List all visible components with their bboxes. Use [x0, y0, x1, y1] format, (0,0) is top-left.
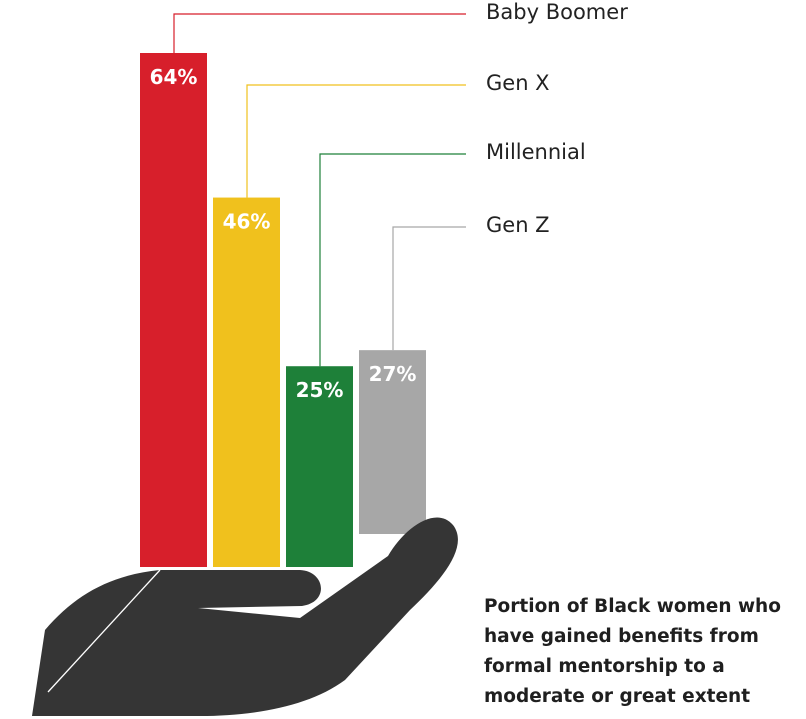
- value-labels: 64% 46% 25% 27%: [150, 65, 417, 402]
- legend-label-millennial: Millennial: [486, 140, 586, 164]
- bar-millennial: [286, 366, 353, 567]
- value-label-baby-boomer: 64%: [150, 65, 198, 89]
- legend-label-gen-z: Gen Z: [486, 213, 550, 237]
- bar-gen-z: [359, 350, 426, 534]
- value-label-gen-z: 27%: [369, 362, 417, 386]
- value-label-millennial: 25%: [296, 378, 344, 402]
- hand-icon: [32, 517, 458, 716]
- leader-line-gen-x: [246, 84, 466, 198]
- bar-gen-x: [213, 197, 280, 567]
- leader-line-baby-boomer: [173, 13, 466, 53]
- bar-baby-boomer: [140, 53, 207, 567]
- chart-caption: Portion of Black women who have gained b…: [484, 596, 781, 707]
- bars: [140, 53, 426, 567]
- legend-label-baby-boomer: Baby Boomer: [486, 0, 628, 24]
- leader-line-millennial: [319, 153, 466, 367]
- legend-leader-lines: [173, 13, 466, 367]
- leader-line-gen-z: [392, 226, 466, 351]
- legend-label-gen-x: Gen X: [486, 71, 550, 95]
- value-label-gen-x: 46%: [223, 210, 271, 234]
